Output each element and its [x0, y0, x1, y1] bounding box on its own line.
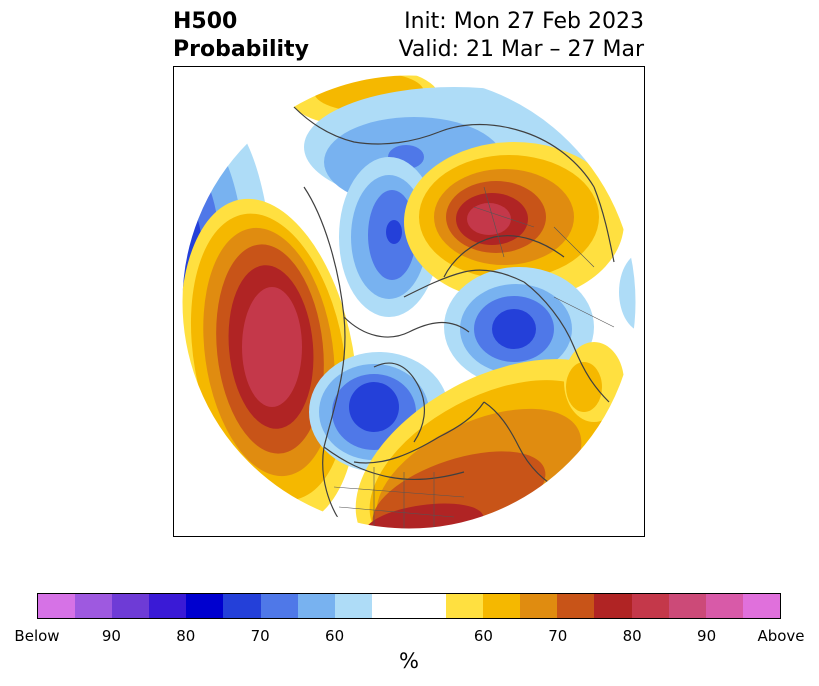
- colorbar-segment: [186, 594, 224, 618]
- colorbar-tick-label: 60: [473, 627, 493, 645]
- map-panel: [173, 66, 645, 537]
- title-right: Init: Mon 27 Feb 2023 Valid: 21 Mar – 27…: [399, 8, 644, 64]
- anomaly-greenland-above: [564, 342, 624, 422]
- colorbar-tick-label: 90: [101, 627, 121, 645]
- political-borders: [333, 186, 615, 529]
- probability-map: [181, 74, 637, 530]
- colorbar-tick-label: Below: [14, 627, 60, 645]
- anomaly-east-siberia-below: [444, 267, 594, 387]
- colorbar-label: %: [399, 649, 419, 673]
- coastlines: [293, 106, 615, 528]
- colorbar-segment: [557, 594, 595, 618]
- colorbar-segment: [705, 594, 743, 618]
- colorbar-segment: [223, 594, 261, 618]
- title-left: H500 Probability: [173, 8, 309, 64]
- colorbar-segment: [75, 594, 113, 618]
- colorbar-segment: [149, 594, 187, 618]
- colorbar-segment: [446, 594, 484, 618]
- colorbar-tick-label: 70: [250, 627, 270, 645]
- map-disk-edge: [181, 74, 637, 530]
- colorbar-segment: [297, 594, 335, 618]
- anomaly-far-east-below: [619, 252, 636, 332]
- colorbar-tick-label: Above: [757, 627, 805, 645]
- colorbar-segment: [668, 594, 706, 618]
- colorbar-tick-label: 80: [622, 627, 642, 645]
- colorbar-segment: [631, 594, 669, 618]
- colorbar-segment: [408, 594, 447, 618]
- colorbar-segment: [112, 594, 150, 618]
- colorbar-segment: [483, 594, 521, 618]
- colorbar-tick-label: 80: [176, 627, 196, 645]
- colorbar-tick-label: 70: [548, 627, 568, 645]
- colorbar-segment: [742, 594, 780, 618]
- colorbar-tick-label: 60: [325, 627, 345, 645]
- colorbar-segment: [260, 594, 298, 618]
- anomaly-pacific-above: [182, 198, 358, 526]
- colorbar-tick-label: 90: [697, 627, 717, 645]
- title-line-2: Probability: [173, 37, 309, 62]
- colorbar-segment: [594, 594, 632, 618]
- colorbar-segment: [371, 594, 409, 618]
- title-line-1: H500: [173, 9, 238, 34]
- valid-range: Valid: 21 Mar – 27 Mar: [398, 37, 644, 62]
- init-date: Init: Mon 27 Feb 2023: [404, 9, 644, 34]
- colorbar-segment: [334, 594, 372, 618]
- colorbar-segment: [38, 594, 76, 618]
- colorbar-segment: [520, 594, 558, 618]
- colorbar: [37, 593, 781, 619]
- anomaly-siberia-above: [404, 142, 624, 302]
